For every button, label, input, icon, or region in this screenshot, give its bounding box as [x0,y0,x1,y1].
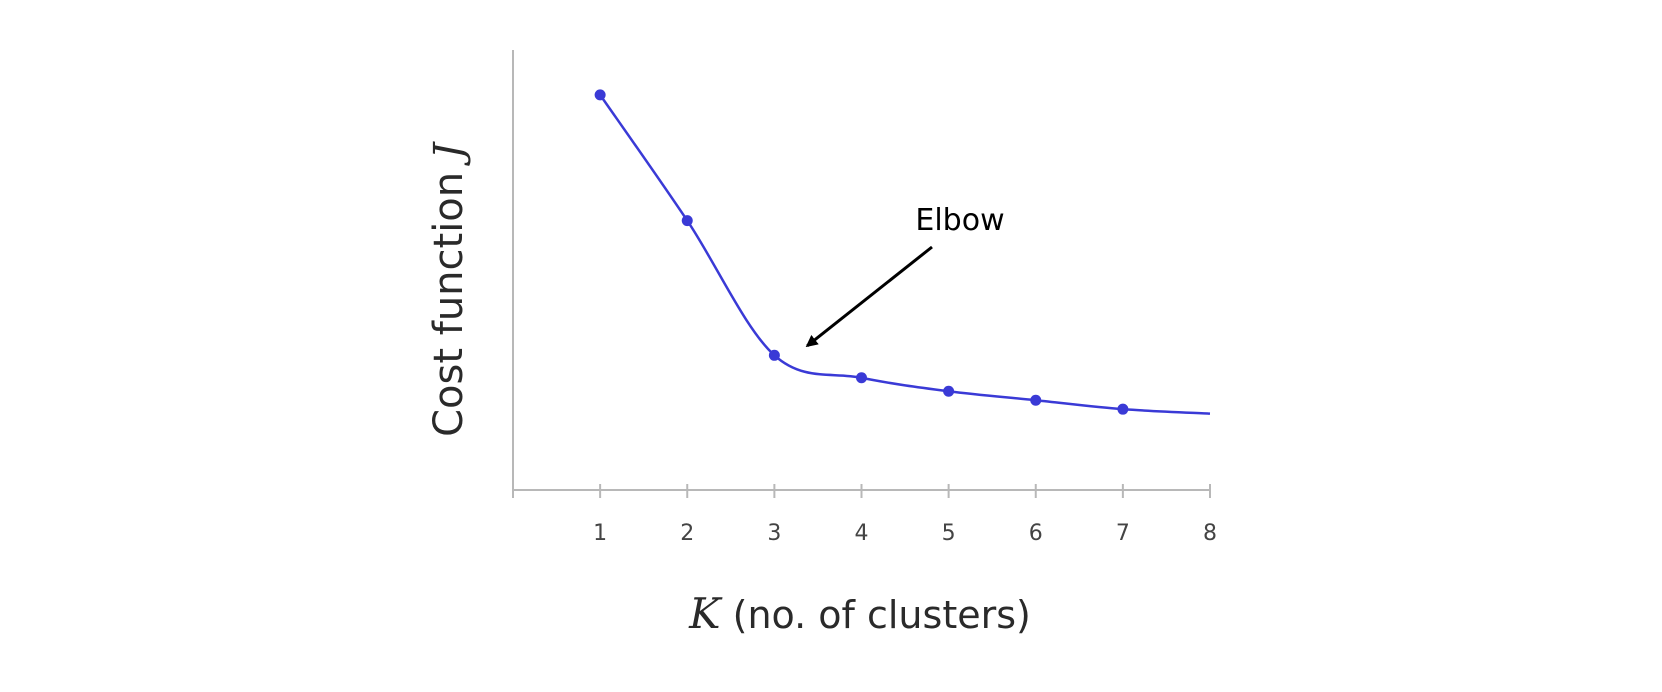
data-point-k1 [594,89,606,101]
data-point-k2 [681,215,693,227]
elbow-arrow [805,245,933,348]
x-tick-label-7: 7 [1116,521,1130,546]
x-tick-label-2: 2 [680,521,694,546]
x-tick-label-5: 5 [942,521,956,546]
x-axis-label: K (no. of clusters) [688,589,1031,638]
data-point-k7 [1117,403,1129,415]
x-ticks [512,484,1211,498]
data-point-k4 [856,372,867,384]
cost-curve [599,94,1211,415]
x-tick-labels: 1 2 3 4 5 6 7 8 [593,521,1217,546]
x-tick-label-4: 4 [855,521,869,546]
elbow-annotation: Elbow [915,203,1004,238]
x-tick-label-3: 3 [767,521,781,546]
data-point-k6 [1030,394,1042,406]
x-tick-label-6: 6 [1029,521,1043,546]
data-point-markers [594,89,1129,415]
x-tick-label-8: 8 [1203,521,1217,546]
x-tick-label-1: 1 [593,521,607,546]
data-point-k3 [768,349,780,361]
data-point-k5 [943,385,955,397]
y-axis-label: Cost function J [426,141,472,437]
